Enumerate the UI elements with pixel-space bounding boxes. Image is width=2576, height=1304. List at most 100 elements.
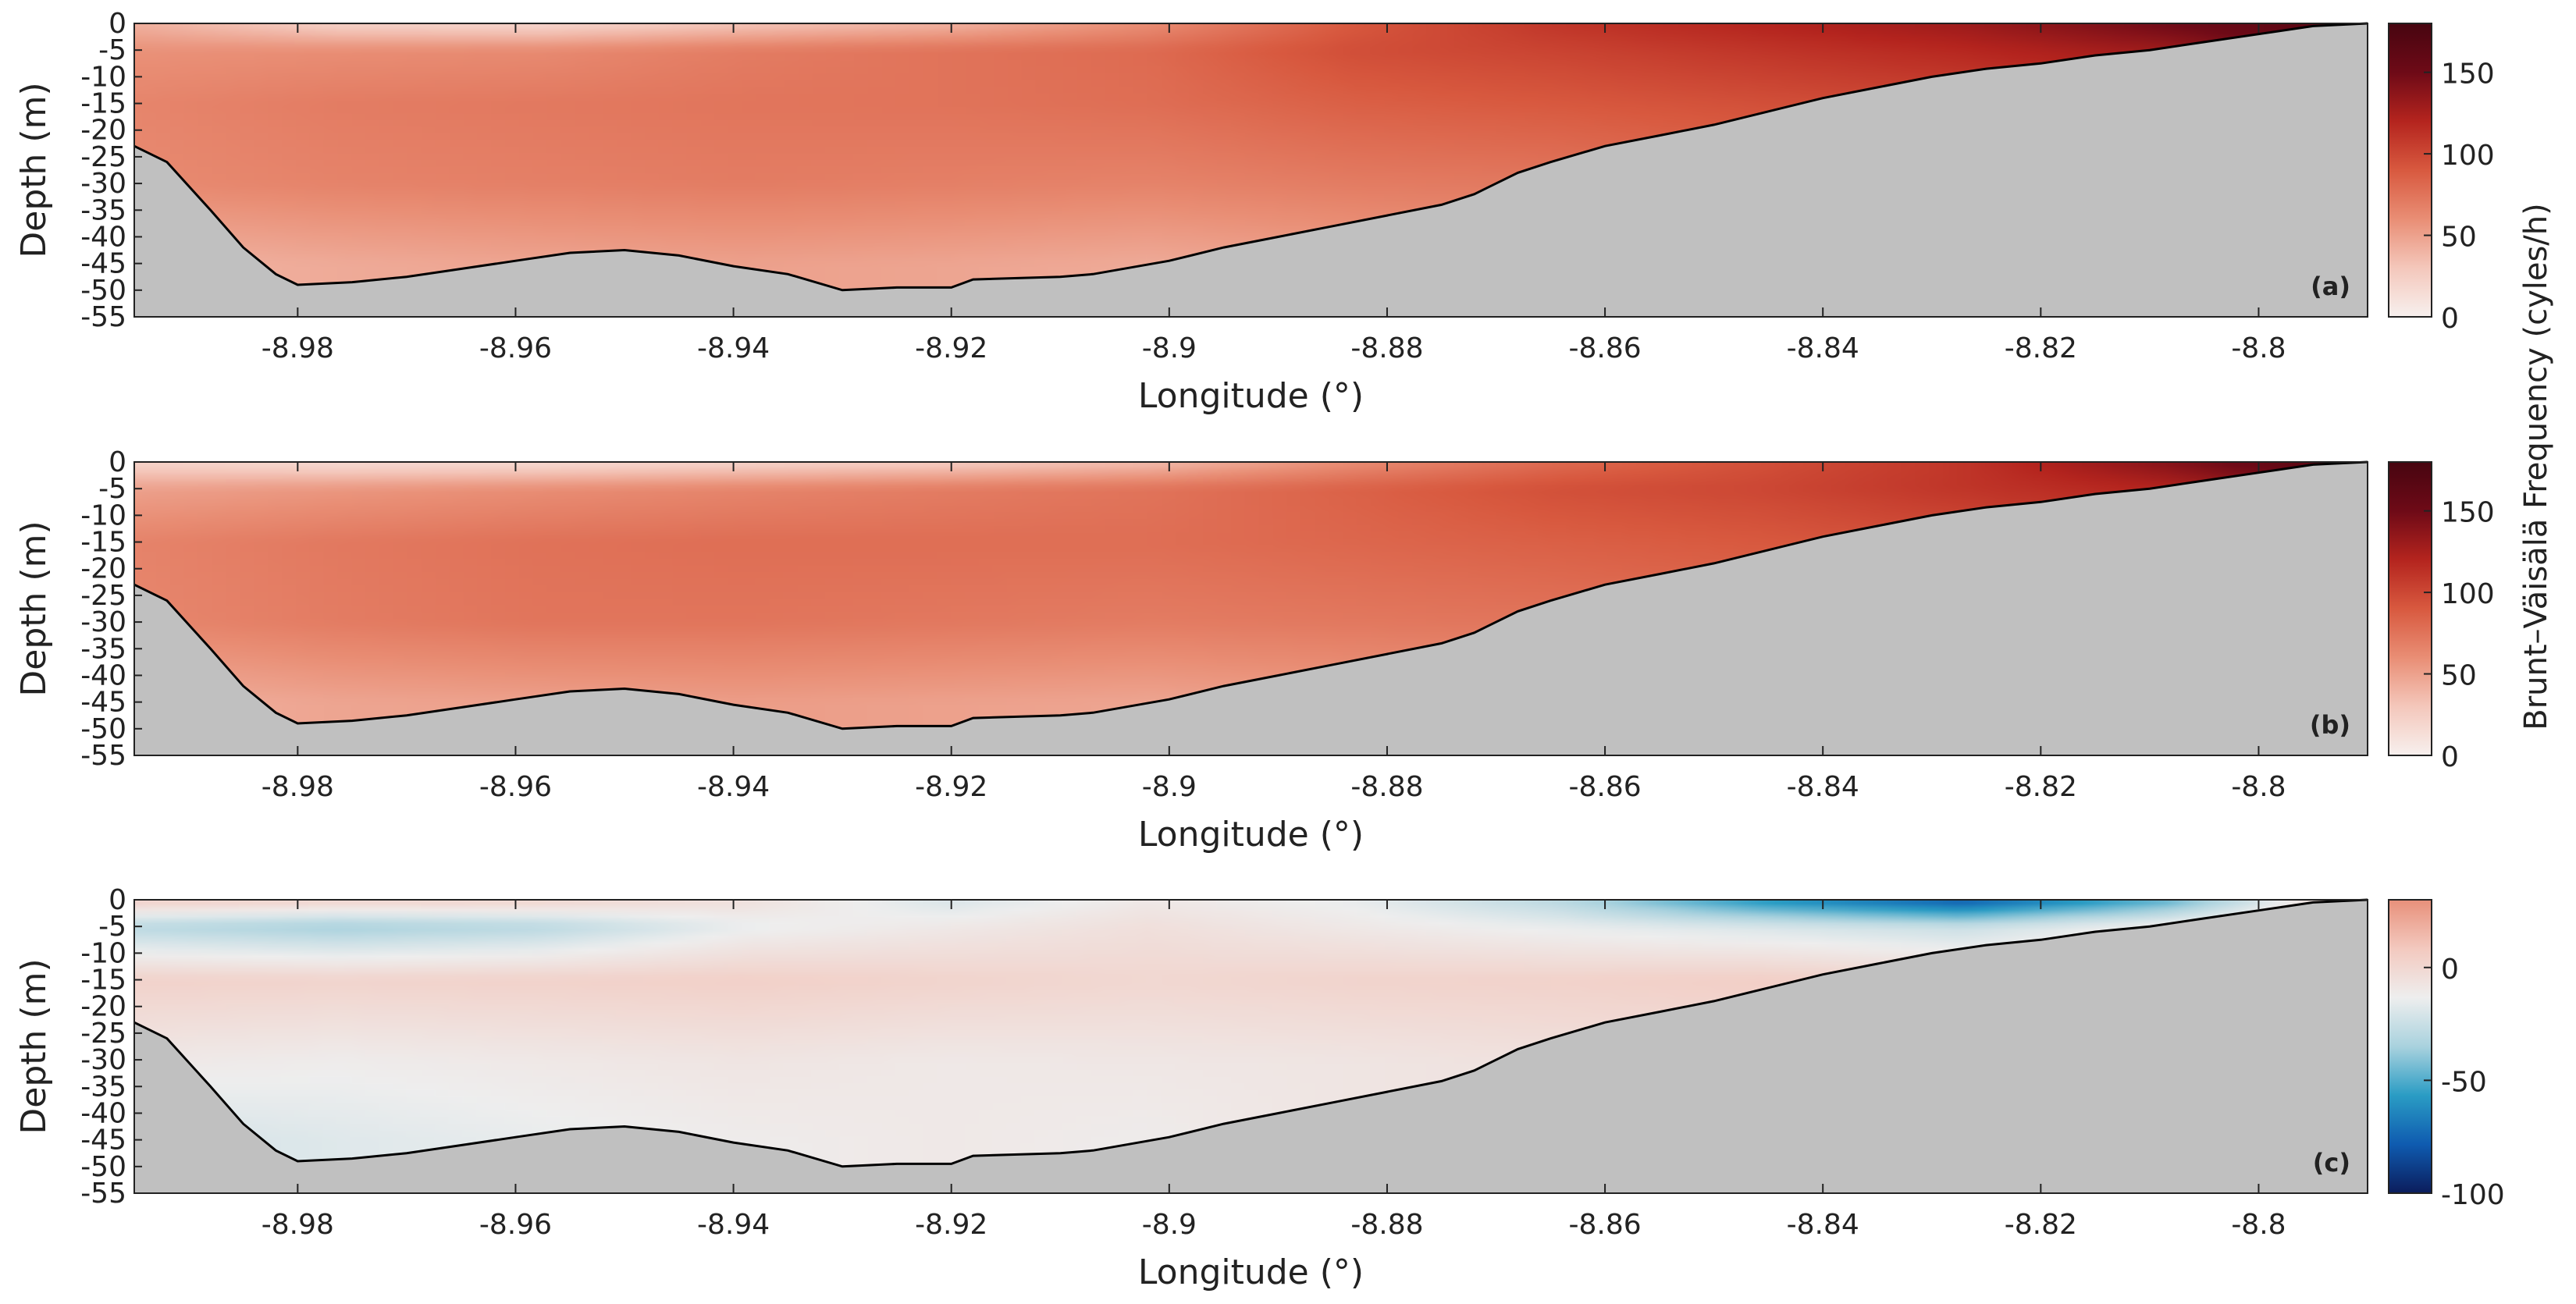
- y-tick-label: 0: [109, 446, 126, 478]
- colorbar-tick-label: 100: [2441, 578, 2495, 610]
- y-tick-label: -10: [80, 937, 126, 969]
- colorbar-title: Brunt–Väisälä Frequency (cyles/h): [2518, 203, 2554, 730]
- x-axis-label: Longitude (°): [1138, 815, 1364, 855]
- axes-frame: [133, 23, 2368, 318]
- x-tick-label: -8.8: [2231, 1209, 2286, 1241]
- x-tick-label: -8.88: [1350, 771, 1423, 803]
- y-tick-label: -30: [80, 1044, 126, 1076]
- x-tick-label: -8.88: [1350, 1209, 1423, 1241]
- y-tick-label: -5: [98, 911, 126, 943]
- colorbar-tick-label: 150: [2441, 497, 2495, 529]
- x-tick-label: -8.82: [2005, 771, 2077, 803]
- x-tick-label: -8.84: [1787, 1209, 1859, 1241]
- colorbar-tick-label: -50: [2441, 1066, 2487, 1098]
- y-tick-label: -10: [80, 61, 126, 93]
- y-tick-label: -30: [80, 606, 126, 638]
- x-tick-label: -8.84: [1787, 332, 1859, 364]
- x-tick-label: -8.8: [2231, 332, 2286, 364]
- x-tick-label: -8.84: [1787, 771, 1859, 803]
- y-tick-label: -20: [80, 553, 126, 585]
- x-tick-label: -8.92: [915, 332, 987, 364]
- y-tick-label: -30: [80, 168, 126, 200]
- colorbar-tick-label: 0: [2441, 741, 2459, 773]
- x-tick-label: -8.94: [697, 1209, 770, 1241]
- x-tick-label: -8.88: [1350, 332, 1423, 364]
- x-tick-label: -8.94: [697, 771, 770, 803]
- colorbar-tick-label: 50: [2441, 660, 2477, 692]
- seabed-line: [133, 898, 2368, 1168]
- x-tick-label: -8.86: [1568, 332, 1641, 364]
- x-tick-label: -8.98: [262, 1209, 334, 1241]
- y-tick-label: -20: [80, 115, 126, 147]
- y-tick-label: -25: [80, 580, 126, 612]
- x-axis-label: Longitude (°): [1138, 1252, 1364, 1292]
- x-tick-label: -8.8: [2231, 771, 2286, 803]
- y-tick-label: -35: [80, 194, 126, 226]
- y-tick-label: -50: [80, 275, 126, 307]
- seabed-land: [134, 900, 2368, 1193]
- x-tick-label: -8.96: [479, 332, 552, 364]
- y-tick-label: 0: [109, 884, 126, 916]
- y-tick-label: -50: [80, 1151, 126, 1183]
- y-tick-label: -40: [80, 1097, 126, 1129]
- x-tick-label: -8.82: [2005, 1209, 2077, 1241]
- panel-label: (b): [2310, 710, 2350, 740]
- x-tick-label: -8.9: [1142, 332, 1197, 364]
- y-tick-label: -45: [80, 1125, 126, 1157]
- x-tick-label: -8.9: [1142, 1209, 1197, 1241]
- panel-3: -8.98 -8.96 -8.94 -8.92 -8.9 -8.88 -8.86 -8.84 -…: [14, 884, 2505, 1292]
- colorbar-tick-label: 50: [2441, 222, 2477, 254]
- y-tick-label: -40: [80, 659, 126, 691]
- seabed-land: [134, 462, 2368, 755]
- x-tick-label: -8.92: [915, 1209, 987, 1241]
- y-tick-label: -5: [98, 34, 126, 66]
- panel-2: -8.98 -8.96 -8.94 -8.92 -8.9 -8.88 -8.86 -8.84 -…: [14, 446, 2495, 855]
- x-tick-label: -8.96: [479, 1209, 552, 1241]
- y-tick-label: -55: [80, 1178, 126, 1210]
- colorbar: [2388, 461, 2432, 756]
- y-axis-label: Depth (m): [14, 521, 54, 696]
- x-tick-label: -8.9: [1142, 771, 1197, 803]
- y-tick-label: -10: [80, 499, 126, 531]
- colorbar: [2388, 899, 2432, 1194]
- panel-label: (a): [2311, 272, 2350, 301]
- x-tick-label: -8.98: [262, 771, 334, 803]
- y-tick-label: -55: [80, 740, 126, 772]
- axes-frame: [133, 899, 2368, 1194]
- y-tick-label: -35: [80, 633, 126, 665]
- colorbar-tick-label: 100: [2441, 140, 2495, 172]
- y-tick-label: -15: [80, 527, 126, 559]
- colorbar-tick-label: 0: [2441, 303, 2459, 335]
- x-axis-label: Longitude (°): [1138, 376, 1364, 416]
- seabed-line: [133, 460, 2368, 730]
- y-tick-label: -5: [98, 473, 126, 505]
- x-tick-label: -8.94: [697, 332, 770, 364]
- x-tick-label: -8.86: [1568, 1209, 1641, 1241]
- y-tick-label: -50: [80, 713, 126, 745]
- axes-frame: [133, 461, 2368, 756]
- y-tick-label: -55: [80, 301, 126, 333]
- x-tick-label: -8.98: [262, 332, 334, 364]
- y-axis-label: Depth (m): [14, 958, 54, 1134]
- y-tick-label: -20: [80, 991, 126, 1023]
- y-tick-label: 0: [109, 8, 126, 40]
- y-tick-label: -45: [80, 687, 126, 719]
- y-tick-label: -35: [80, 1071, 126, 1103]
- x-tick-label: -8.92: [915, 771, 987, 803]
- y-tick-label: -15: [80, 88, 126, 120]
- x-tick-label: -8.82: [2005, 332, 2077, 364]
- colorbar-tick-label: 150: [2441, 59, 2495, 91]
- colorbar-tick-label: 0: [2441, 954, 2459, 986]
- y-tick-label: -25: [80, 1018, 126, 1050]
- x-tick-label: -8.96: [479, 771, 552, 803]
- x-tick-label: -8.86: [1568, 771, 1641, 803]
- y-tick-label: -15: [80, 965, 126, 997]
- seabed-land: [134, 23, 2368, 317]
- y-tick-label: -40: [80, 221, 126, 253]
- colorbar-tick-label: -100: [2441, 1179, 2505, 1211]
- panel-1: -8.98 -8.96 -8.94 -8.92 -8.9 -8.88 -8.86 -8.84 -…: [14, 8, 2495, 416]
- seabed-line: [133, 22, 2368, 292]
- panel-label: (c): [2313, 1148, 2350, 1178]
- colorbar: [2388, 23, 2432, 318]
